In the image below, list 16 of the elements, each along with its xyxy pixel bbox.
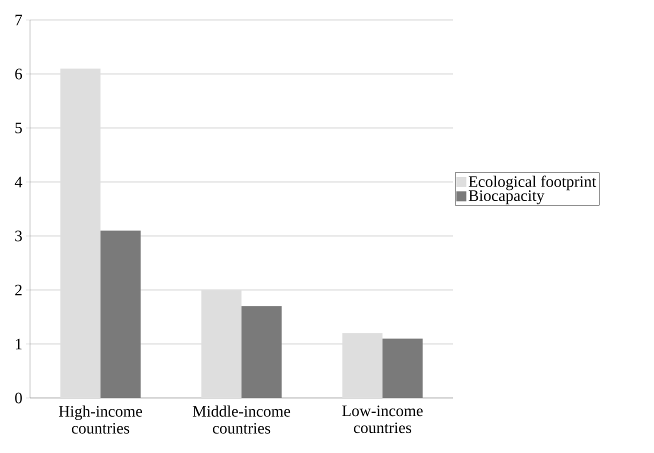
y-tick-label: 0 (15, 392, 22, 404)
x-tick-label: High-income countries (58, 406, 142, 434)
bar (60, 68, 101, 398)
y-tick-label: 2 (15, 284, 22, 296)
y-tick-label: 7 (16, 14, 22, 26)
x-tick-label: Low-income countries (342, 406, 423, 434)
legend-label: Ecological footprint (468, 176, 596, 190)
bar (342, 333, 383, 398)
x-tick-label: Middle-income countries (192, 406, 290, 434)
y-tick-label: 6 (15, 68, 22, 80)
y-tick-label: 4 (14, 176, 22, 188)
y-tick-label: 5 (15, 122, 22, 134)
legend-label: Biocapacity (468, 190, 544, 204)
bar (201, 290, 242, 398)
y-tick-label: 1 (16, 338, 22, 350)
y-tick-label: 3 (15, 230, 22, 242)
